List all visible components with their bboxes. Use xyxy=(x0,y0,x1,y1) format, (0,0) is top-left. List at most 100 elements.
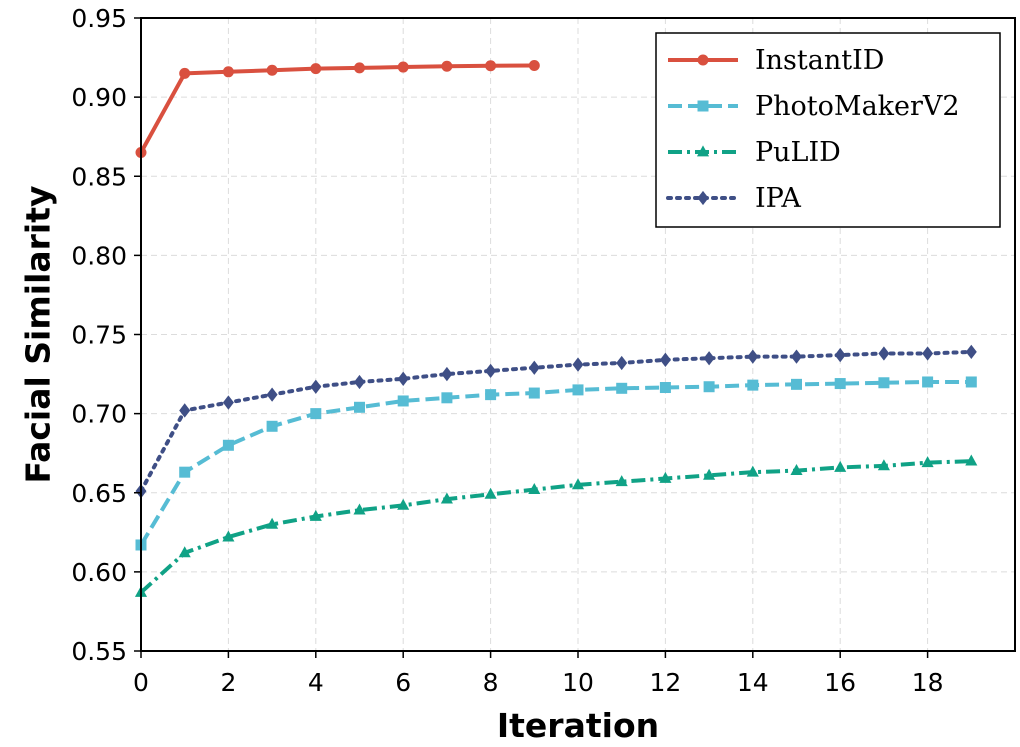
data-point-pulid xyxy=(659,471,672,483)
data-point-instantid xyxy=(266,64,278,76)
legend-marker-photomakerv2 xyxy=(697,100,709,112)
y-axis-title: Facial Similarity xyxy=(19,185,58,483)
y-tick-label: 0.80 xyxy=(71,241,127,270)
data-point-pulid xyxy=(178,546,191,558)
x-tick-label: 2 xyxy=(220,668,236,697)
data-point-ipa xyxy=(397,371,409,386)
y-tick-label: 0.90 xyxy=(71,83,127,112)
data-point-ipa xyxy=(703,351,715,366)
series-line-ipa xyxy=(139,349,974,494)
legend-marker-pulid xyxy=(696,145,710,157)
data-point-photomakerv2 xyxy=(179,466,191,478)
data-point-photomakerv2 xyxy=(354,401,365,413)
data-point-pulid xyxy=(877,459,890,471)
data-point-pulid xyxy=(790,463,803,475)
series-line-pulid xyxy=(139,459,972,594)
data-point-ipa xyxy=(310,379,322,394)
data-point-ipa xyxy=(747,349,759,364)
data-point-pulid xyxy=(266,517,279,529)
data-point-instantid xyxy=(354,62,365,74)
y-tick-label: 0.65 xyxy=(71,479,127,508)
y-tick-label: 0.85 xyxy=(71,162,127,191)
data-point-ipa xyxy=(266,387,278,402)
y-tick-label: 0.60 xyxy=(71,558,127,587)
data-point-ipa xyxy=(222,395,234,410)
data-point-photomakerv2 xyxy=(791,378,802,390)
series-photomakerv2 xyxy=(135,376,977,551)
legend-label-pulid: PuLID xyxy=(755,137,841,168)
legend-box xyxy=(655,32,1001,228)
data-point-photomakerv2 xyxy=(922,376,934,388)
data-point-photomakerv2 xyxy=(310,408,322,420)
data-point-photomakerv2 xyxy=(703,381,715,393)
series-instantid xyxy=(135,59,540,159)
data-point-ipa xyxy=(179,403,191,418)
data-point-instantid xyxy=(397,61,409,73)
data-point-photomakerv2 xyxy=(397,395,409,407)
data-point-photomakerv2 xyxy=(616,382,628,394)
data-point-instantid xyxy=(441,60,453,72)
data-point-pulid xyxy=(222,530,235,542)
data-point-ipa xyxy=(965,344,977,360)
data-point-pulid xyxy=(834,460,847,472)
legend-label-ipa: IPA xyxy=(755,183,801,214)
y-tick-label: 0.55 xyxy=(71,637,127,666)
data-point-photomakerv2 xyxy=(834,378,846,390)
data-point-photomakerv2 xyxy=(878,377,890,389)
data-point-photomakerv2 xyxy=(659,382,671,394)
legend-label-photomakerv2: PhotoMakerV2 xyxy=(755,91,960,122)
x-tick-label: 16 xyxy=(824,668,856,697)
data-point-photomakerv2 xyxy=(266,420,278,432)
x-tick-label: 12 xyxy=(649,668,681,697)
data-point-pulid xyxy=(703,468,716,480)
data-point-pulid xyxy=(353,503,366,515)
y-tick-label: 0.70 xyxy=(71,400,127,429)
data-point-ipa xyxy=(878,346,890,361)
data-point-pulid xyxy=(440,492,453,504)
data-point-pulid xyxy=(965,454,978,466)
legend: InstantID PhotoMakerV2 PuLID IPA xyxy=(655,32,1001,228)
data-point-pulid xyxy=(571,478,585,490)
x-tick-label: 14 xyxy=(737,668,769,697)
data-point-instantid xyxy=(310,63,322,75)
series-pulid xyxy=(134,454,978,597)
legend-marker-instantid xyxy=(697,54,709,66)
data-point-ipa xyxy=(834,347,846,363)
y-tick-label: 0.95 xyxy=(71,4,127,33)
data-point-ipa xyxy=(616,355,628,371)
data-point-instantid xyxy=(485,60,497,72)
data-point-photomakerv2 xyxy=(747,379,759,391)
data-point-pulid xyxy=(309,509,322,521)
data-point-ipa xyxy=(441,366,453,382)
data-point-ipa xyxy=(791,349,802,364)
data-point-pulid xyxy=(528,482,541,494)
x-tick-label: 10 xyxy=(562,668,594,697)
data-point-pulid xyxy=(397,498,410,510)
x-tick-label: 8 xyxy=(483,668,499,697)
data-point-ipa xyxy=(528,360,540,375)
data-point-ipa xyxy=(659,352,671,367)
data-point-ipa xyxy=(354,374,365,390)
legend-marker-ipa xyxy=(697,190,709,206)
data-point-photomakerv2 xyxy=(528,387,540,399)
series-ipa xyxy=(135,344,977,499)
data-point-photomakerv2 xyxy=(485,389,497,401)
data-point-photomakerv2 xyxy=(222,439,234,451)
series-line-photomakerv2 xyxy=(139,379,972,547)
y-tick-label: 0.75 xyxy=(71,321,127,350)
data-point-instantid xyxy=(222,66,234,78)
data-point-instantid xyxy=(528,59,540,71)
data-point-instantid xyxy=(179,67,191,79)
data-point-photomakerv2 xyxy=(572,384,584,396)
x-tick-label: 6 xyxy=(395,668,411,697)
data-point-pulid xyxy=(746,465,759,477)
x-tick-label: 4 xyxy=(308,668,324,697)
data-point-pulid xyxy=(921,456,934,468)
data-point-photomakerv2 xyxy=(965,376,977,388)
series-line-instantid xyxy=(139,63,535,154)
data-point-ipa xyxy=(485,363,497,379)
legend-label-instantid: InstantID xyxy=(755,45,884,76)
x-axis-title: Iteration xyxy=(497,706,659,745)
axis-ticks: 0 2 4 6 8 10 12 14 16 18 0.55 0.60 0.65 0.70 0.75 0.80 0… xyxy=(71,4,943,697)
